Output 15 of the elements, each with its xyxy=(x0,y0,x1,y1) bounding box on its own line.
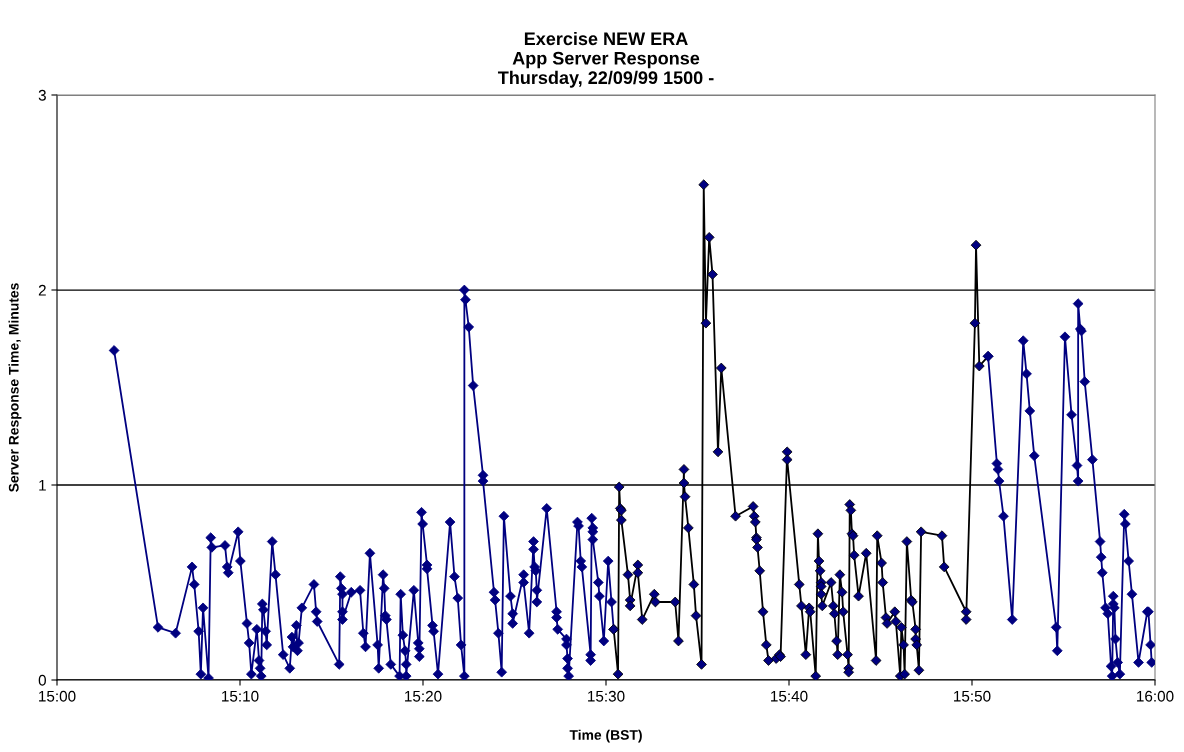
y-tick-label: 3 xyxy=(38,89,46,101)
y-tick-label: 2 xyxy=(38,284,46,296)
point xyxy=(1145,639,1155,651)
x-tick-label: 15:30 xyxy=(588,690,625,702)
y-axis-title: Server Response Time, Minutes xyxy=(8,283,22,492)
x-tick-label: 16:00 xyxy=(1137,690,1174,702)
x-tick-label: 15:20 xyxy=(405,690,442,702)
y-tick-label: 1 xyxy=(39,480,46,491)
x-tick-label: 15:10 xyxy=(222,690,259,702)
x-tick-label: 15:50 xyxy=(954,690,991,702)
y-tick-label: 0 xyxy=(38,674,46,686)
x-axis-title: Time (BST) xyxy=(569,729,642,743)
x-tick-label: 15:40 xyxy=(771,690,808,702)
chart-title: Exercise NEW ERA App Server Response Thursday, 22/09/99 1500 - xyxy=(497,31,714,88)
x-tick-label: 15:00 xyxy=(39,690,76,702)
